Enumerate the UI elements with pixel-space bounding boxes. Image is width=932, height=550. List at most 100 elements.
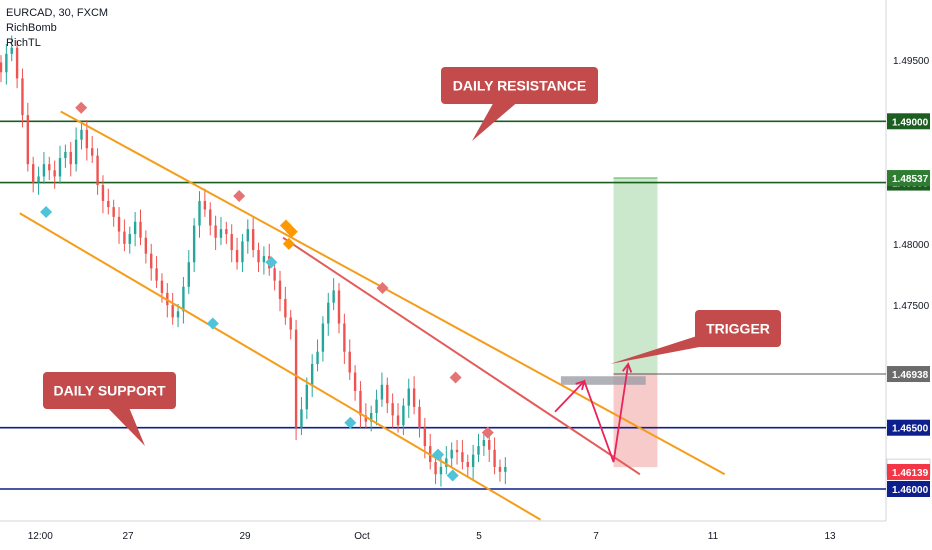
level-tag-0-bg <box>887 113 930 130</box>
candle-body <box>101 185 105 201</box>
candle-body <box>42 164 46 177</box>
candle-body <box>219 229 223 238</box>
red-signal <box>481 426 494 439</box>
candle-body <box>278 280 282 300</box>
candle-body <box>337 290 341 324</box>
candle-body <box>37 176 40 183</box>
candle-body <box>144 237 148 254</box>
time-tick-label: 13 <box>824 531 836 542</box>
orange-signal <box>282 237 295 250</box>
candle-body <box>305 384 309 410</box>
position-zones <box>560 177 886 468</box>
candle-body <box>128 234 131 244</box>
candle-body <box>498 466 502 472</box>
candle-body <box>380 384 384 400</box>
candle-body <box>375 399 378 414</box>
candle-body <box>445 458 448 467</box>
red-signal <box>233 190 246 203</box>
time-tick-label: 27 <box>122 531 134 542</box>
candle-body <box>15 47 19 79</box>
candle-body <box>284 299 287 318</box>
candle-body <box>85 129 89 149</box>
candle-body <box>225 229 228 235</box>
candle-body <box>53 170 56 177</box>
trendline-upper <box>60 110 726 476</box>
candle-body <box>246 229 249 242</box>
level-tag-0-label: 1.49000 <box>892 117 929 128</box>
candle-body <box>235 249 239 263</box>
candle-body <box>203 200 207 210</box>
candle-body <box>160 280 164 293</box>
candle-body <box>0 62 3 73</box>
candle-body <box>10 47 13 54</box>
candle-body <box>412 388 416 407</box>
price-axis-background <box>887 0 932 521</box>
candle-body <box>214 225 217 238</box>
time-tick-label: 11 <box>708 531 719 542</box>
price-tag-3-label: 1.46139 <box>892 468 929 479</box>
callouts[interactable]: DAILY RESISTANCE TRIGGER DAILY SUPPORT <box>43 67 781 446</box>
indicator-richbomb[interactable]: RichBomb <box>6 22 57 34</box>
candle-body <box>386 384 389 404</box>
stop-zone <box>613 374 658 468</box>
candle-body <box>251 229 255 250</box>
trigger-callout-pointer <box>610 335 710 364</box>
horizontal-levels[interactable] <box>0 120 886 490</box>
blue-signal <box>432 448 445 461</box>
candle-body <box>482 439 486 447</box>
candle-body <box>488 439 491 450</box>
symbol-title[interactable]: EURCAD, 30, FXCM <box>6 7 109 19</box>
candle-body <box>273 268 276 281</box>
candle-body <box>209 209 212 226</box>
profit-zone <box>613 178 658 375</box>
candle-body <box>396 415 400 426</box>
candle-body <box>96 155 99 186</box>
candle-body <box>391 403 394 416</box>
blue-signal <box>265 256 278 269</box>
candle-body <box>139 221 142 238</box>
blue-signal <box>446 469 459 482</box>
arrow-head-2 <box>622 362 633 373</box>
time-tick-label: 12:00 <box>28 531 53 542</box>
candle-body <box>455 449 459 453</box>
candle-body <box>439 466 443 475</box>
candle-body <box>477 446 480 455</box>
candle-body <box>353 372 357 391</box>
candle-body <box>294 329 298 428</box>
price-tag-1-label: 1.46938 <box>892 370 929 381</box>
candle-body <box>262 256 266 263</box>
resistance-callout-box <box>441 67 598 104</box>
time-tick-label: 7 <box>593 531 599 542</box>
candle-body <box>257 249 260 263</box>
candle-body <box>332 290 335 303</box>
resistance-callout-pointer <box>472 100 520 141</box>
price-axis[interactable]: 1.495001.480001.475001.490001.485001.465… <box>886 0 932 521</box>
candle-body <box>74 139 78 165</box>
candle-body <box>187 262 190 287</box>
candle-body <box>230 234 233 250</box>
candle-body <box>466 462 469 467</box>
candle-body <box>69 151 72 165</box>
candle-body <box>471 454 475 467</box>
time-axis[interactable]: 12:00 27 29 Oct 5 7 11 13 <box>28 531 836 542</box>
time-tick-label: Oct <box>354 531 370 542</box>
projection-path[interactable] <box>554 362 633 463</box>
candle-body <box>107 200 110 208</box>
support-callout-box <box>43 372 176 409</box>
trigger-zone <box>560 376 646 385</box>
candle-body <box>407 388 410 406</box>
indicator-richtl[interactable]: RichTL <box>6 37 41 49</box>
candle-body <box>64 151 67 159</box>
candle-body <box>58 158 62 177</box>
candle-body <box>241 241 244 263</box>
candle-body <box>310 363 314 385</box>
time-tick-label: 5 <box>476 531 482 542</box>
orange-signal <box>285 225 298 238</box>
blue-signal <box>40 205 53 218</box>
candle-body <box>198 200 201 226</box>
candle-body <box>316 351 319 364</box>
candle-body <box>80 129 83 140</box>
trend-lines[interactable] <box>19 110 726 521</box>
red-signal <box>75 101 88 114</box>
